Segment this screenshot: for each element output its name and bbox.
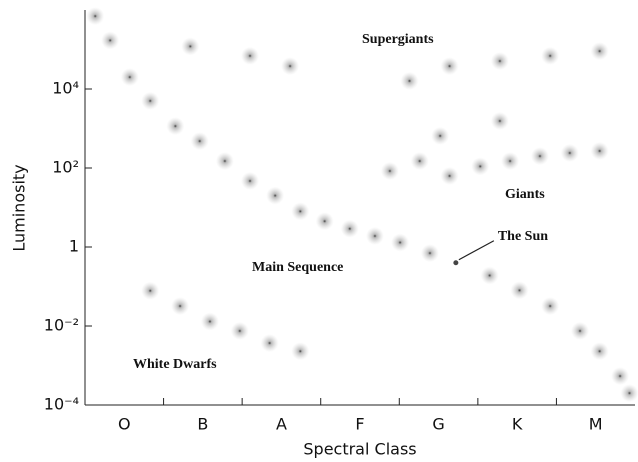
star	[230, 321, 249, 340]
star	[620, 384, 638, 403]
star	[291, 202, 310, 221]
x-tick-label: K	[512, 415, 523, 434]
star	[471, 157, 490, 176]
y-tick-label: 1	[69, 237, 79, 256]
region-label: Main Sequence	[252, 260, 343, 275]
star	[241, 171, 259, 190]
star	[190, 132, 209, 151]
star	[266, 186, 285, 205]
x-tick-label: F	[355, 415, 364, 434]
star	[365, 226, 384, 245]
x-tick-label: O	[118, 415, 131, 434]
sun-arrow	[458, 240, 495, 261]
y-tick-label: 10⁻²	[44, 316, 79, 335]
star	[181, 37, 200, 56]
star	[541, 297, 560, 316]
star	[611, 367, 630, 386]
star	[400, 71, 419, 90]
y-tick-label: 10⁴	[52, 79, 79, 98]
star	[281, 57, 300, 76]
star	[171, 297, 190, 316]
star	[541, 46, 560, 65]
star	[510, 281, 529, 300]
star	[440, 57, 459, 76]
star	[120, 68, 139, 87]
star	[410, 152, 429, 171]
star	[490, 52, 509, 71]
star	[431, 126, 450, 145]
star	[200, 312, 219, 331]
x-axis-label: Spectral Class	[303, 440, 416, 459]
star	[291, 342, 310, 361]
star	[86, 7, 105, 26]
y-axis-label: Luminosity	[10, 164, 29, 251]
star	[440, 166, 459, 185]
x-tick-label: B	[197, 415, 208, 434]
star	[391, 233, 410, 252]
star	[340, 219, 359, 238]
star	[480, 266, 499, 285]
star	[380, 161, 399, 180]
star	[420, 244, 439, 263]
region-label: Giants	[505, 187, 545, 202]
star	[490, 111, 509, 130]
star	[571, 321, 589, 340]
star	[590, 342, 609, 361]
star	[101, 31, 120, 50]
star	[141, 281, 160, 300]
star	[501, 152, 520, 171]
star	[560, 143, 579, 162]
sun-label: The Sun	[498, 229, 548, 244]
sun-point	[453, 260, 459, 266]
y-tick-label: 10⁻⁴	[44, 395, 79, 414]
x-tick-label: G	[432, 415, 444, 434]
x-tick-label: M	[589, 415, 603, 434]
x-tick-label: A	[276, 415, 287, 434]
star	[166, 117, 185, 136]
star	[530, 147, 549, 166]
star	[315, 212, 334, 231]
star	[590, 141, 609, 160]
region-label: White Dwarfs	[133, 357, 217, 372]
region-label: Supergiants	[362, 32, 434, 47]
star	[141, 91, 160, 110]
star	[260, 334, 279, 353]
star	[590, 42, 609, 61]
y-tick-label: 10²	[52, 158, 79, 177]
star	[215, 152, 234, 171]
star	[241, 46, 259, 65]
